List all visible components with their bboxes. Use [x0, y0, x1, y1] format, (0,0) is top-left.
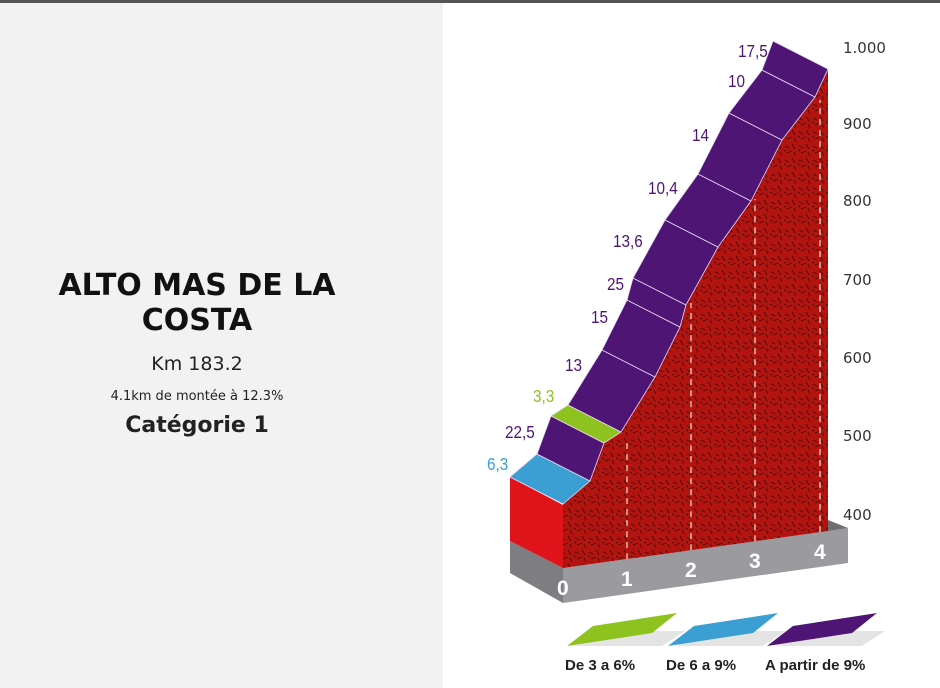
climb-km: Km 183.2	[151, 353, 243, 375]
altitude-label: 700	[843, 271, 872, 289]
gradient-label: 10,4	[648, 178, 678, 198]
climb-category: Catégorie 1	[125, 413, 269, 438]
km-label: 1	[621, 568, 633, 591]
profile-segment	[761, 40, 829, 98]
climb-summary: 4.1km de montée à 12.3%	[110, 389, 284, 404]
gradient-label: 22,5	[505, 422, 535, 442]
km-label: 4	[814, 541, 826, 564]
climb-title: ALTO MAS DE LA COSTA	[58, 268, 336, 338]
legend-swatch	[668, 613, 778, 646]
gradient-label: 17,5	[738, 41, 768, 61]
gradient-label: 14	[692, 125, 709, 145]
base-left-face	[510, 541, 563, 603]
legend-swatch	[767, 613, 877, 646]
gradient-label: 6,3	[487, 454, 508, 474]
gradient-label: 13	[565, 355, 582, 375]
altitude-label: 400	[843, 506, 872, 524]
altitude-label: 1.000	[843, 39, 886, 57]
legend-label: De 6 a 9%	[666, 657, 736, 674]
km-label: 3	[749, 550, 761, 573]
gradient-label: 15	[591, 307, 608, 327]
climb-info-panel: ALTO MAS DE LA COSTA Km 183.2 4.1km de m…	[0, 3, 443, 688]
altitude-label: 900	[843, 115, 872, 133]
terrain-face	[563, 69, 828, 568]
profile-front-face	[510, 477, 563, 568]
gradient-label: 3,3	[533, 386, 554, 406]
gradient-label: 10	[728, 71, 745, 91]
gradient-label: 13,6	[613, 231, 643, 251]
altitude-label: 600	[843, 349, 872, 367]
legend-label: De 3 a 6%	[565, 657, 635, 674]
km-label: 2	[685, 559, 697, 582]
legend-swatch	[567, 613, 677, 646]
gradient-label: 25	[607, 274, 624, 294]
base-top-face	[828, 520, 848, 531]
altitude-label: 500	[843, 427, 872, 445]
base-front-face	[563, 528, 848, 603]
km-label: 0	[557, 577, 569, 600]
legend-label: A partir de 9%	[765, 657, 865, 674]
altitude-label: 800	[843, 192, 872, 210]
